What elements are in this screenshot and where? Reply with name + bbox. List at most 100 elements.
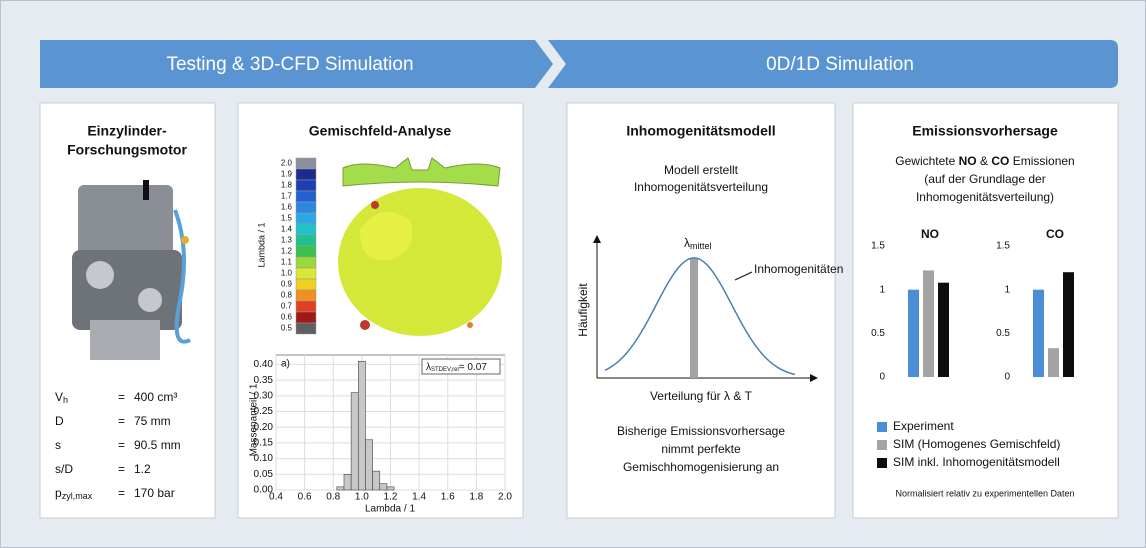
colorbar-label: 1.1 [281,258,293,267]
spec-symbol: s [55,438,61,452]
text: NO [959,154,977,168]
panel-title: Inhomogenitätsmodell [626,123,775,139]
axis-label: Häufigkeit [576,283,590,337]
colorbar-label: 1.4 [281,225,293,234]
colorbar-cell [296,323,316,334]
bar [908,290,919,377]
colorbar-label: 1.3 [281,236,293,245]
legend-label: Experiment [893,419,954,433]
spec-equals: = [118,462,125,476]
x-tick-label: 1.2 [384,492,398,503]
banner-label: Testing & 3D-CFD Simulation [166,54,413,75]
x-tick-label: 1.6 [441,492,455,503]
axis-label: Lambda / 1 [365,504,415,515]
text: nimmt perfekte [661,442,741,456]
chart-title: NO [921,227,939,241]
x-tick-label: 0.4 [269,492,283,503]
y-tick-label: 1.5 [871,241,885,252]
spec-value: 170 bar [134,486,175,500]
legend-swatch [877,440,887,450]
y-tick-label: 1.5 [996,241,1010,252]
colorbar-label: 1.0 [281,269,293,278]
bar [1063,272,1074,377]
bar [938,283,949,377]
y-tick-label: 0.40 [254,359,274,370]
annotation: STDEV,rel [431,367,459,373]
spec-subscript: h [63,395,68,405]
x-tick-label: 0.6 [298,492,312,503]
spec-value: 75 mm [134,414,171,428]
spec-equals: = [118,414,125,428]
colorbar-label: 0.6 [281,313,293,322]
legend-label: SIM (Homogenes Gemischfeld) [893,437,1060,451]
colorbar-cell [296,235,316,246]
colorbar-cell [296,180,316,191]
chart-title: CO [1046,227,1064,241]
text: Bisherige Emissionsvorhersage [617,424,785,438]
colorbar-cell [296,169,316,180]
y-tick-label: 0.05 [254,469,274,480]
label: mittel [690,241,712,251]
colorbar-cell [296,257,316,268]
text: Modell erstellt [664,163,739,177]
spec-symbol: D [55,414,64,428]
colorbar-cell [296,279,316,290]
histogram-bar [344,474,351,490]
x-tick-label: 2.0 [498,492,512,503]
text: Inhomogenitätsverteilung [634,180,768,194]
colorbar-label: 0.7 [281,302,293,311]
histogram-bar [351,393,358,490]
x-tick-label: 1.4 [412,492,426,503]
x-tick-label: 1.8 [469,492,483,503]
banner-label: 0D/1D Simulation [766,54,914,75]
text: (auf der Grundlage der [924,172,1045,186]
colorbar-cell [296,213,316,224]
colorbar-label: 2.0 [281,159,293,168]
histogram-bar [380,484,387,490]
spec-symbol: D [55,414,64,428]
y-tick-label: 0.5 [996,328,1010,339]
spec-equals: = [118,390,125,404]
legend-swatch [877,458,887,468]
legend-label: SIM inkl. Inhomogenitätsmodell [893,455,1060,469]
page: Testing & 3D-CFD Simulation 0D/1D Simula… [0,0,1146,548]
spec-symbol: s/D [55,462,73,476]
annotation: = 0.07 [459,362,488,373]
colorbar-cell [296,191,316,202]
histogram-bar [358,361,365,490]
histogram-bar [373,471,380,490]
axis-label: Massenanteil / 1 [249,383,260,456]
spec-value: 90.5 mm [134,438,181,452]
colorbar-label: 0.9 [281,280,293,289]
panel-title: Gemischfeld-Analyse [309,123,452,139]
text: Gewichtete [895,154,955,168]
colorbar-cell [296,268,316,279]
colorbar-title: Lambda / 1 [256,222,266,267]
x-tick-label: 0.8 [326,492,340,503]
text: & [980,154,988,168]
text: Emissionen [1013,154,1075,168]
colorbar-cell [296,202,316,213]
colorbar-label: 0.8 [281,291,293,300]
axis-label: Verteilung für λ & T [650,389,753,403]
y-tick-label: 1 [1004,284,1010,295]
spec-equals: = [118,486,125,500]
colorbar-label: 1.2 [281,247,293,256]
histogram-bar [337,487,344,490]
y-tick-label: 0 [879,372,885,383]
label: Inhomogenitäten [754,262,843,276]
panel-title: Einzylinder- [87,123,167,139]
x-tick-label: 1.0 [355,492,369,503]
spec-value: 400 cm³ [134,390,177,404]
spec-symbol: s [55,438,61,452]
colorbar-cell [296,158,316,169]
annotation: a) [281,359,290,370]
spec-value: 1.2 [134,462,151,476]
y-tick-label: 1 [879,284,885,295]
spec-symbol: V [55,390,63,404]
colorbar-cell [296,246,316,257]
colorbar-label: 0.5 [281,324,293,333]
colorbar-cell [296,290,316,301]
histogram-bar [387,487,394,490]
colorbar-label: 1.8 [281,181,293,190]
